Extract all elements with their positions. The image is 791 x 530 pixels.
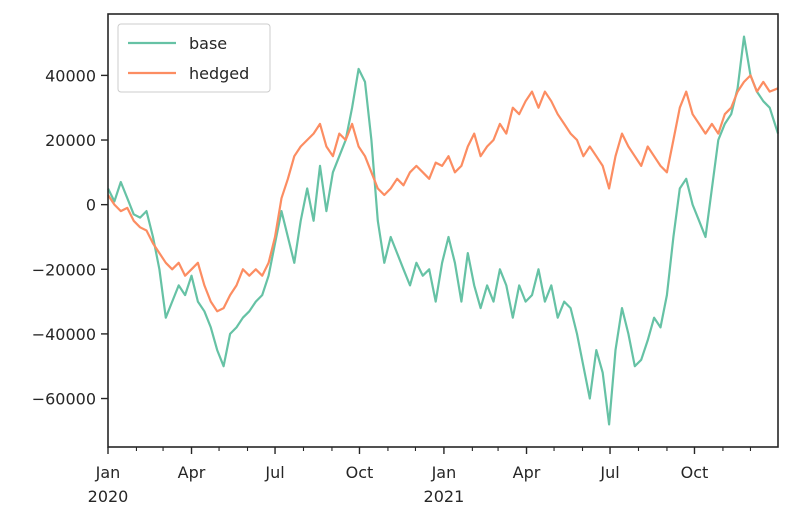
x-tick-year-label: 2020 bbox=[88, 487, 129, 506]
y-tick-label: 20000 bbox=[45, 131, 96, 150]
series-line-base bbox=[107, 35, 780, 426]
x-tick-label: Oct bbox=[346, 463, 374, 482]
axes-frame bbox=[107, 13, 779, 448]
x-axis: Jan 2020 Apr Jul Oct Jan 2021 Apr Jul Oct bbox=[88, 447, 752, 506]
x-tick-label: Jul bbox=[264, 463, 284, 482]
y-tick-label: −20000 bbox=[32, 260, 96, 279]
y-tick-label: −60000 bbox=[32, 390, 96, 409]
legend-box bbox=[117, 23, 271, 93]
y-tick-label: 0 bbox=[86, 196, 96, 215]
y-tick-label: 40000 bbox=[45, 66, 96, 85]
y-axis: −60000 −40000 −20000 0 20000 40000 bbox=[32, 66, 108, 409]
x-tick-label: Oct bbox=[681, 463, 709, 482]
x-tick-label: Apr bbox=[513, 463, 541, 482]
legend-label-hedged: hedged bbox=[189, 64, 249, 83]
x-tick-label: Jul bbox=[599, 463, 619, 482]
x-tick-year-label: 2021 bbox=[424, 487, 465, 506]
y-tick-label: −40000 bbox=[32, 325, 96, 344]
x-tick-label: Jan bbox=[431, 463, 457, 482]
legend: base hedged bbox=[117, 23, 271, 93]
legend-label-base: base bbox=[189, 34, 227, 53]
x-tick-label: Apr bbox=[178, 463, 206, 482]
plot-area bbox=[107, 35, 780, 426]
x-tick-label: Jan bbox=[95, 463, 121, 482]
series-layer bbox=[107, 35, 780, 426]
series-line-hedged bbox=[107, 74, 779, 313]
